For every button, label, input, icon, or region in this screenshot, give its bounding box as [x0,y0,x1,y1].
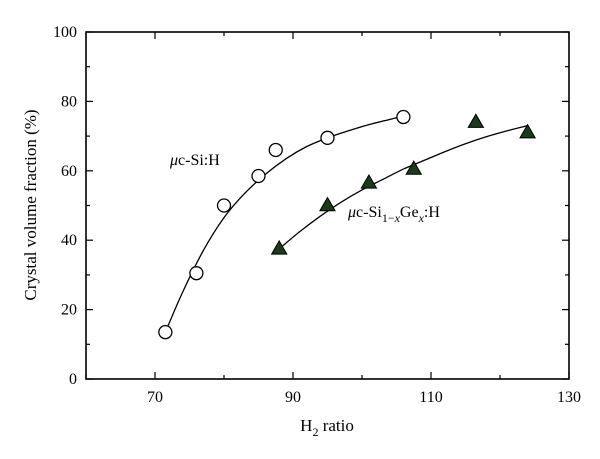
data-point-triangle [319,196,336,212]
axis-ticks: 70 90 110 130 0 20 40 60 80 100 [53,24,581,406]
fit-curve-2 [278,125,528,250]
y-tick-label: 60 [61,163,77,180]
series-label-sige-part: Ge [400,204,419,221]
series-label-sige-part: c-Si [356,204,382,221]
data-point-circle [268,142,283,158]
fit-curve-1 [164,115,404,333]
y-axis-title: Crystal volume fraction (%) [21,109,40,300]
data-point-triangle [467,113,485,128]
x-tick-label: 90 [285,389,301,406]
y-tick-label: 20 [61,302,77,319]
series-label-sige-sub: x [394,211,401,225]
fit-curves [164,115,528,333]
data-point-circle [216,198,232,213]
data-point-triangle [405,160,423,175]
data-markers [158,109,537,340]
series-label-sige-sub: x [418,211,425,225]
series-label-si: μc-Si:H [169,152,220,169]
data-point-triangle [360,173,378,189]
data-point-circle [396,109,411,125]
series-label-si-part: c-Si:H [178,152,220,169]
data-point-circle [251,168,266,184]
x-axis-title: H2 ratio [300,416,354,439]
x-tick-label: 130 [557,389,581,406]
y-tick-label: 40 [61,232,77,249]
data-point-circle [189,266,204,281]
y-tick-label: 80 [61,93,77,110]
y-tick-label: 100 [53,24,77,41]
x-axis-title-sub: 2 [312,425,318,439]
series-label-sige: μc-Si1−xGex:H [347,204,440,225]
data-point-circle [158,325,173,340]
data-point-triangle [519,123,537,139]
x-tick-label: 110 [419,389,442,406]
x-tick-label: 70 [147,389,163,406]
series-label-sige-part: μ [347,204,356,221]
series-label-sige-sub: 1− [382,211,395,225]
x-axis-title-main: H [300,416,312,435]
series-label-sige-part: :H [424,204,440,221]
data-point-circle [320,130,335,145]
x-axis-title-rest: ratio [318,416,353,435]
series-label-si-part: μ [169,152,178,169]
data-point-triangle [270,239,288,255]
y-tick-label: 0 [69,371,77,388]
